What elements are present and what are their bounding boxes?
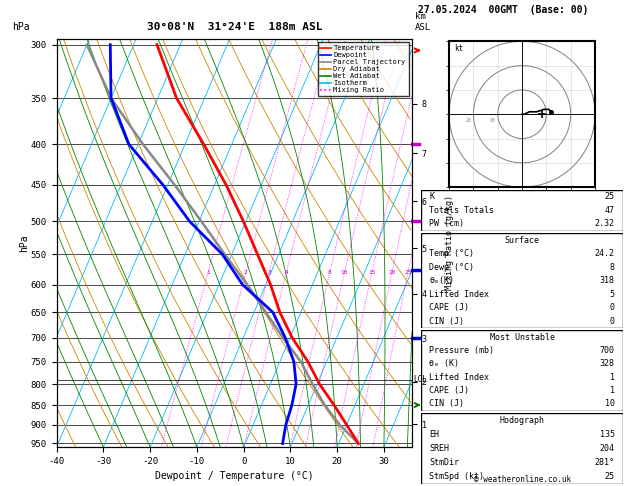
Text: hPa: hPa	[13, 21, 30, 32]
Text: 15: 15	[368, 270, 376, 275]
Text: 318: 318	[599, 276, 615, 285]
Text: 25: 25	[604, 192, 615, 201]
Text: 27.05.2024  00GMT  (Base: 00): 27.05.2024 00GMT (Base: 00)	[418, 4, 589, 15]
Text: Totals Totals: Totals Totals	[430, 206, 494, 215]
Text: 1: 1	[610, 373, 615, 382]
Text: StmDir: StmDir	[430, 458, 459, 467]
Text: CAPE (J): CAPE (J)	[430, 303, 469, 312]
Text: 25: 25	[404, 270, 411, 275]
Text: 20: 20	[388, 270, 396, 275]
Text: 10: 10	[604, 399, 615, 409]
Text: CIN (J): CIN (J)	[430, 399, 464, 409]
Text: 30°08'N  31°24'E  188m ASL: 30°08'N 31°24'E 188m ASL	[147, 21, 322, 32]
Text: θₑ (K): θₑ (K)	[430, 359, 459, 368]
Text: Lifted Index: Lifted Index	[430, 290, 489, 299]
Text: Surface: Surface	[504, 236, 540, 244]
Text: 1: 1	[610, 386, 615, 395]
Text: SREH: SREH	[430, 444, 450, 453]
Text: Hodograph: Hodograph	[499, 416, 545, 425]
Text: km
ASL: km ASL	[415, 12, 431, 32]
Text: 2.32: 2.32	[594, 220, 615, 228]
Legend: Temperature, Dewpoint, Parcel Trajectory, Dry Adiabat, Wet Adiabat, Isotherm, Mi: Temperature, Dewpoint, Parcel Trajectory…	[318, 42, 408, 96]
Text: Temp (°C): Temp (°C)	[430, 249, 474, 258]
Text: CIN (J): CIN (J)	[430, 317, 464, 326]
Text: K: K	[430, 192, 435, 201]
Text: 10: 10	[489, 118, 496, 123]
Text: Dewp (°C): Dewp (°C)	[430, 262, 474, 272]
Text: Most Unstable: Most Unstable	[489, 332, 555, 342]
Text: 281°: 281°	[594, 458, 615, 467]
Text: 25: 25	[604, 472, 615, 481]
Text: 1: 1	[206, 270, 210, 275]
Text: 20: 20	[465, 118, 471, 123]
Text: 700: 700	[599, 346, 615, 355]
Text: © weatheronline.co.uk: © weatheronline.co.uk	[474, 474, 571, 484]
Text: Pressure (mb): Pressure (mb)	[430, 346, 494, 355]
Text: Lifted Index: Lifted Index	[430, 373, 489, 382]
Text: CAPE (J): CAPE (J)	[430, 386, 469, 395]
Text: 8: 8	[610, 262, 615, 272]
Text: 3: 3	[267, 270, 271, 275]
Text: 10: 10	[341, 270, 348, 275]
Text: 0: 0	[610, 317, 615, 326]
Y-axis label: hPa: hPa	[19, 234, 30, 252]
Text: 5: 5	[610, 290, 615, 299]
Text: 2: 2	[244, 270, 248, 275]
Text: kt: kt	[454, 44, 464, 53]
Text: 328: 328	[599, 359, 615, 368]
Text: θₑ(K): θₑ(K)	[430, 276, 455, 285]
Text: 0: 0	[610, 303, 615, 312]
Text: 24.2: 24.2	[594, 249, 615, 258]
Text: 135: 135	[599, 430, 615, 439]
Text: LCL: LCL	[413, 375, 427, 384]
Text: 4: 4	[284, 270, 288, 275]
Text: StmSpd (kt): StmSpd (kt)	[430, 472, 484, 481]
Text: PW (cm): PW (cm)	[430, 220, 464, 228]
Text: 47: 47	[604, 206, 615, 215]
Text: EH: EH	[430, 430, 440, 439]
Text: 204: 204	[599, 444, 615, 453]
Text: Mixing Ratio (g/kg): Mixing Ratio (g/kg)	[445, 195, 454, 291]
X-axis label: Dewpoint / Temperature (°C): Dewpoint / Temperature (°C)	[155, 471, 314, 482]
Text: 8: 8	[328, 270, 331, 275]
